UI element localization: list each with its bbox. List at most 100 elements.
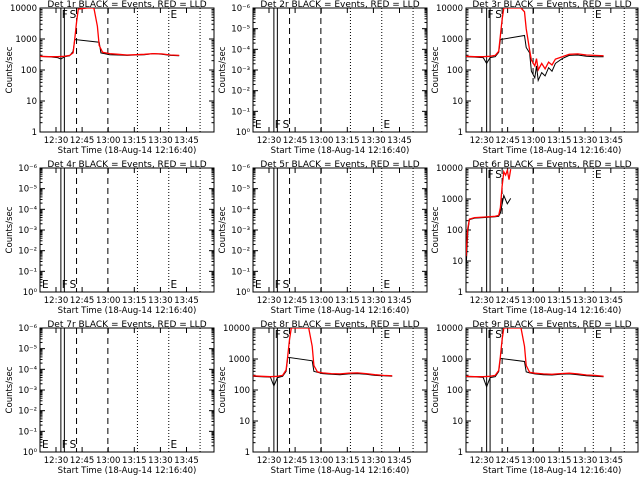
series-lld-line [466, 168, 512, 257]
marker-f: F [275, 329, 281, 341]
panel-det5: Det 5r BLACK = Events, RED = LLD 10⁰ 10⁻¹ 1… [218, 160, 428, 316]
panel-title: Det 3r BLACK = Events, RED = LLD [472, 0, 631, 10]
marker-s: S [495, 329, 502, 341]
x-tick-label: 13:00 [96, 456, 121, 466]
marker-f: F [488, 169, 494, 181]
x-tick-label: 12:45 [70, 456, 95, 466]
series-lld-line [40, 8, 180, 58]
panel-det3: Det 3r BLACK = Events, RED = LLD 1 10 100 10… [431, 0, 639, 156]
y-tick-label: 10⁻⁴ [18, 365, 37, 375]
x-tick-label: 13:30 [573, 456, 598, 466]
marker-e: E [171, 279, 178, 291]
x-tick-label: 13:45 [387, 456, 412, 466]
y-tick-label: 10⁻⁶ [231, 4, 250, 14]
x-tick-label: 13:30 [573, 136, 598, 146]
x-tick-label: 12:30 [44, 296, 69, 306]
y-tick-label: 10⁻³ [18, 386, 37, 396]
x-tick-label: 13:45 [599, 136, 624, 146]
x-tick-label: 12:45 [495, 296, 520, 306]
y-tick-label: 10⁻² [18, 247, 37, 257]
marker-e: E [42, 279, 49, 291]
x-tick-label: 12:30 [44, 456, 69, 466]
panel-det8: Det 8r BLACK = Events, RED = LLD 1 10 100 10… [218, 320, 428, 476]
y-axis-label: Counts/sec [431, 46, 441, 93]
y-tick-label: 1000 [441, 355, 463, 365]
marker-s: S [70, 9, 77, 21]
x-tick-label: 13:15 [122, 296, 147, 306]
x-tick-label: 13:00 [521, 136, 546, 146]
y-tick-label: 10⁰ [23, 448, 38, 458]
panel-det4: Det 4r BLACK = Events, RED = LLD 10⁰ 10⁻¹ 1… [5, 160, 215, 316]
x-tick-label: 13:00 [309, 296, 334, 306]
marker-e: E [595, 329, 602, 341]
marker-e: E [171, 439, 178, 451]
series-events-line [466, 34, 604, 83]
x-tick-label: 13:30 [361, 456, 386, 466]
y-axis-label: Counts/sec [431, 366, 441, 413]
marker-e: E [595, 169, 602, 181]
panel-title: Det 7r BLACK = Events, RED = LLD [47, 320, 206, 330]
y-tick-label: 10⁻³ [18, 226, 37, 236]
x-tick-label: 12:45 [70, 136, 95, 146]
axis-frame [465, 167, 639, 293]
y-tick-label: 100 [21, 66, 37, 76]
marker-s: S [283, 329, 290, 341]
panel-title: Det 8r BLACK = Events, RED = LLD [260, 320, 419, 330]
panel-title: Det 5r BLACK = Events, RED = LLD [260, 160, 419, 170]
y-tick-label: 10000 [436, 4, 463, 14]
marker-e: E [255, 119, 262, 131]
y-tick-label: 10⁻¹ [18, 427, 37, 437]
x-tick-label: 13:00 [309, 136, 334, 146]
panel-title: Det 9r BLACK = Events, RED = LLD [472, 320, 631, 330]
y-tick-label: 10⁻⁵ [231, 185, 250, 195]
y-tick-label: 10000 [223, 324, 250, 334]
y-tick-label: 10 [452, 97, 463, 107]
marker-f: F [62, 279, 68, 291]
marker-e: E [255, 279, 262, 291]
y-tick-label: 10⁻⁶ [18, 164, 37, 174]
x-tick-label: 12:45 [70, 296, 95, 306]
y-tick-label: 10⁻⁵ [18, 185, 37, 195]
y-tick-label: 10⁻⁶ [231, 164, 250, 174]
y-tick-label: 10000 [10, 4, 37, 14]
y-tick-label: 1 [458, 128, 463, 138]
x-tick-label: 12:30 [257, 136, 282, 146]
x-axis-label: Start Time (18-Aug-14 12:16:40) [271, 146, 410, 156]
y-tick-label: 10⁰ [23, 288, 38, 298]
x-axis-label: Start Time (18-Aug-14 12:16:40) [58, 466, 197, 476]
x-tick-label: 13:15 [122, 456, 147, 466]
y-tick-label: 1 [32, 128, 37, 138]
x-axis-label: Start Time (18-Aug-14 12:16:40) [58, 306, 197, 316]
y-tick-label: 10⁻³ [231, 226, 250, 236]
x-tick-label: 13:15 [335, 136, 360, 146]
x-tick-label: 13:45 [174, 136, 199, 146]
y-tick-label: 10 [452, 257, 463, 267]
y-tick-label: 10⁻³ [231, 66, 250, 76]
y-tick-label: 1 [245, 448, 250, 458]
y-tick-label: 10⁻⁵ [18, 345, 37, 355]
axis-frame [39, 327, 215, 453]
y-tick-label: 10⁰ [236, 288, 251, 298]
axis-frame [252, 7, 428, 133]
marker-f: F [275, 119, 281, 131]
marker-e: E [171, 9, 178, 21]
y-tick-label: 10⁻¹ [18, 267, 37, 277]
marker-s: S [70, 439, 77, 451]
x-tick-label: 13:30 [148, 296, 173, 306]
panel-det1: Det 1r BLACK = Events, RED = LLD 1 10 100 10… [5, 0, 215, 156]
y-tick-label: 10⁻⁴ [231, 205, 250, 215]
y-tick-label: 10000 [436, 164, 463, 174]
y-tick-label: 10 [239, 417, 250, 427]
x-tick-label: 12:30 [470, 136, 495, 146]
x-tick-label: 12:30 [44, 136, 69, 146]
panel-title: Det 2r BLACK = Events, RED = LLD [260, 0, 419, 10]
x-axis-label: Start Time (18-Aug-14 12:16:40) [58, 146, 197, 156]
y-tick-label: 10⁻⁴ [231, 45, 250, 55]
x-tick-label: 12:45 [495, 456, 520, 466]
marker-e: E [384, 279, 391, 291]
x-tick-label: 13:30 [148, 456, 173, 466]
marker-e: E [384, 329, 391, 341]
axis-frame [465, 327, 639, 453]
marker-f: F [62, 439, 68, 451]
marker-e: E [384, 119, 391, 131]
